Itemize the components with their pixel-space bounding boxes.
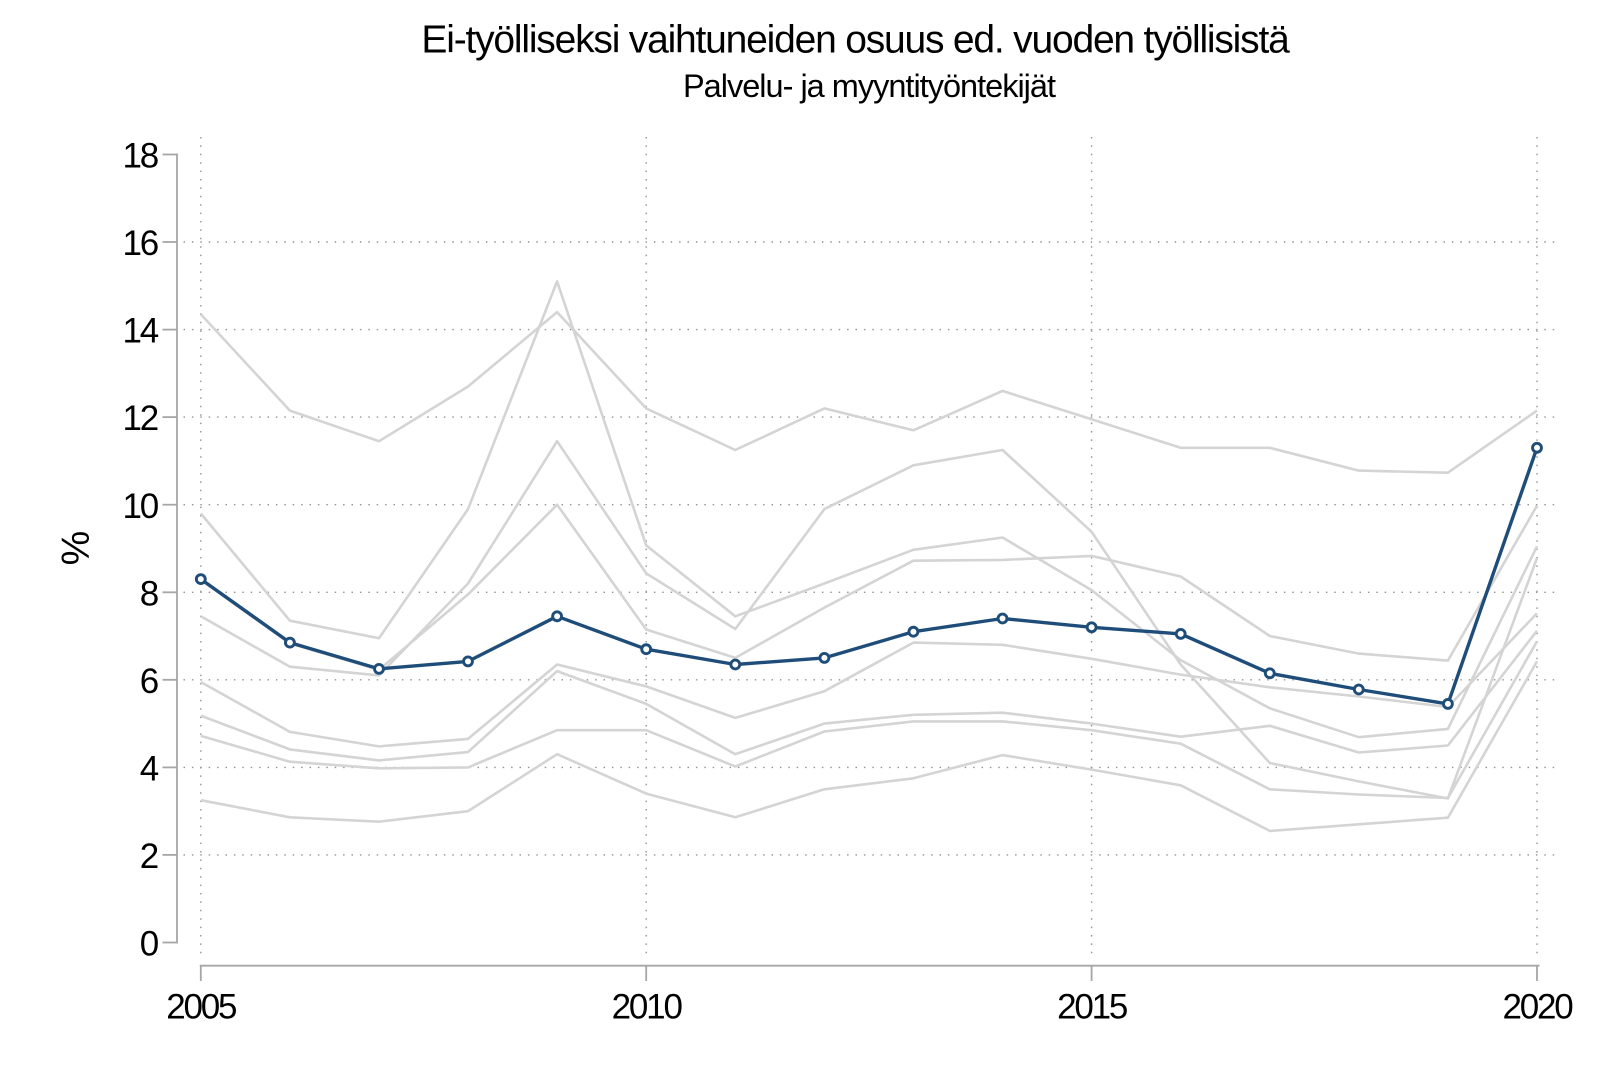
svg-text:2015: 2015 xyxy=(1057,988,1127,1027)
svg-text:6: 6 xyxy=(140,662,158,701)
svg-text:2: 2 xyxy=(140,837,158,876)
svg-text:4: 4 xyxy=(140,750,159,789)
svg-text:18: 18 xyxy=(122,137,157,176)
svg-text:8: 8 xyxy=(140,574,158,613)
svg-text:0: 0 xyxy=(140,925,159,964)
svg-text:10: 10 xyxy=(122,487,158,526)
svg-text:Palvelu- ja myyntityöntekijät: Palvelu- ja myyntityöntekijät xyxy=(683,68,1056,104)
svg-text:2010: 2010 xyxy=(612,988,683,1027)
svg-text:14: 14 xyxy=(122,312,158,351)
svg-text:2020: 2020 xyxy=(1502,988,1573,1027)
svg-text:16: 16 xyxy=(122,224,157,263)
svg-text:2005: 2005 xyxy=(166,988,236,1027)
svg-text:12: 12 xyxy=(122,399,157,438)
svg-text:%: % xyxy=(55,531,98,566)
svg-text:Ei-työlliseksi vaihtuneiden os: Ei-työlliseksi vaihtuneiden osuus ed. vu… xyxy=(421,19,1290,62)
